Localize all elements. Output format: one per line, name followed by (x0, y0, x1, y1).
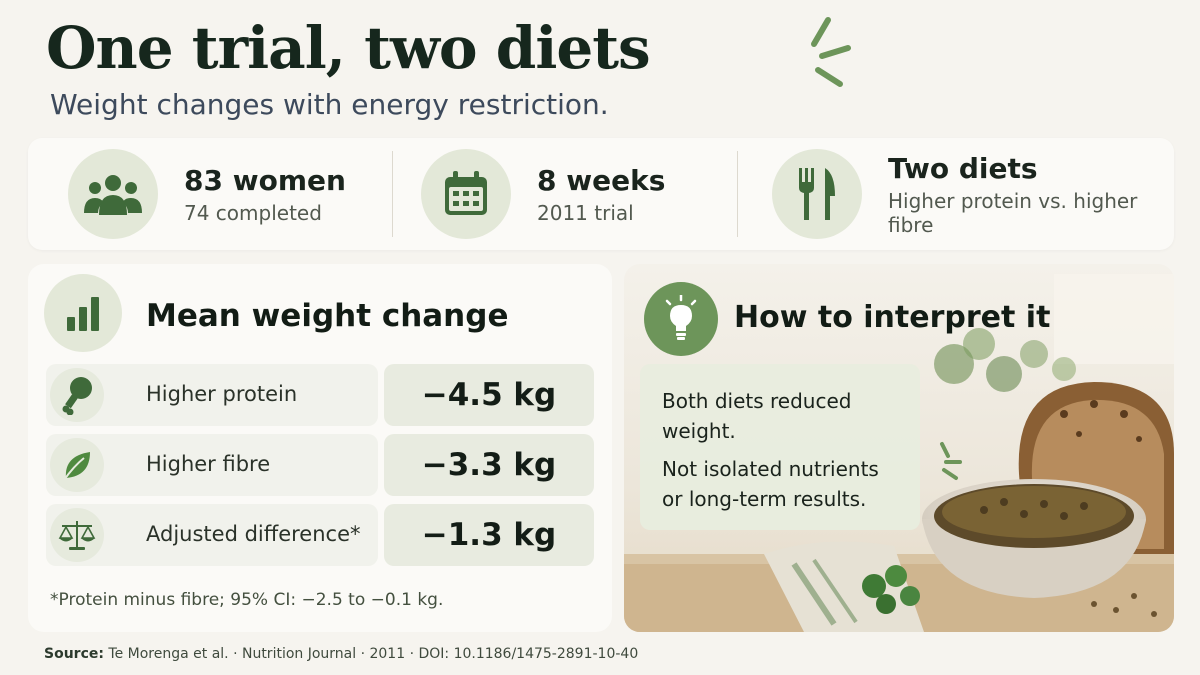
divider (392, 151, 393, 237)
weight-row: Adjusted difference* −1.3 kg (46, 504, 594, 566)
row-label: Higher protein (146, 382, 298, 406)
row-label: Higher fibre (146, 452, 271, 476)
interpretation-box: Both diets reduced weight. Not isolated … (640, 364, 920, 530)
source-citation: Source: Te Morenga et al. · Nutrition Jo… (44, 646, 638, 662)
accent-burst-icon (811, 17, 851, 87)
leaf-icon (63, 452, 90, 481)
stat-main-text: 83 women (184, 163, 346, 197)
drumstick-icon (62, 377, 92, 415)
row-label-box: Adjusted difference* (46, 504, 378, 566)
stat-sub-text: 2011 trial (537, 200, 634, 225)
row-label-box: Higher fibre (46, 434, 378, 496)
row-icon-circle (50, 508, 104, 562)
stat-icon-circle (772, 149, 862, 239)
stat-icon-circle (68, 149, 158, 239)
interpretation-text: Not isolated nutrients or long-term resu… (662, 457, 879, 511)
page-subtitle: Weight changes with energy restriction. (50, 88, 609, 121)
panel-icon-circle (644, 282, 718, 356)
stat-main-text: Two diets (888, 151, 1038, 185)
stat-duration: 8 weeks 2011 trial (393, 138, 737, 250)
interpretation-text: Both diets reduced weight. (662, 389, 852, 443)
source-label: Source: (44, 646, 104, 662)
row-label: Adjusted difference* (146, 522, 361, 546)
footnote: *Protein minus fibre; 95% CI: −2.5 to −0… (50, 590, 444, 610)
panel-icon-circle (44, 274, 122, 352)
source-text: Te Morenga et al. · Nutrition Journal · … (108, 646, 639, 662)
stat-participants: 83 women 74 completed (28, 138, 392, 250)
stat-icon-circle (421, 149, 511, 239)
lightbulb-icon (665, 295, 697, 340)
row-icon-circle (50, 368, 104, 422)
fork-knife-icon (799, 168, 835, 220)
interpret-panel: How to interpret it Both diets reduced w… (624, 264, 1174, 632)
stats-strip: 83 women 74 completed 8 weeks 2011 trial (28, 138, 1174, 250)
weight-change-panel: Mean weight change Higher protein −4.5 k… (28, 264, 612, 632)
stat-diets: Two diets Higher protein vs. higher fibr… (738, 138, 1174, 250)
divider (737, 151, 738, 237)
stat-sub-text: Higher protein vs. higher fibre (888, 188, 1138, 237)
row-label-box: Higher protein (46, 364, 378, 426)
weight-row: Higher fibre −3.3 kg (46, 434, 594, 496)
panel-title: Mean weight change (146, 298, 509, 334)
calendar-icon (445, 171, 487, 215)
weight-row: Higher protein −4.5 kg (46, 364, 594, 426)
row-value: −3.3 kg (384, 434, 594, 496)
page-title: One trial, two diets (46, 14, 651, 82)
food-photo (624, 274, 1174, 632)
row-value: −1.3 kg (384, 504, 594, 566)
scale-icon (58, 521, 96, 550)
panel-title: How to interpret it (734, 300, 1051, 335)
people-icon (84, 175, 142, 215)
bar-chart-icon (67, 297, 99, 331)
stat-main-text: 8 weeks (537, 163, 666, 197)
row-icon-circle (50, 438, 104, 492)
row-value: −4.5 kg (384, 364, 594, 426)
stat-sub-text: 74 completed (184, 200, 322, 225)
